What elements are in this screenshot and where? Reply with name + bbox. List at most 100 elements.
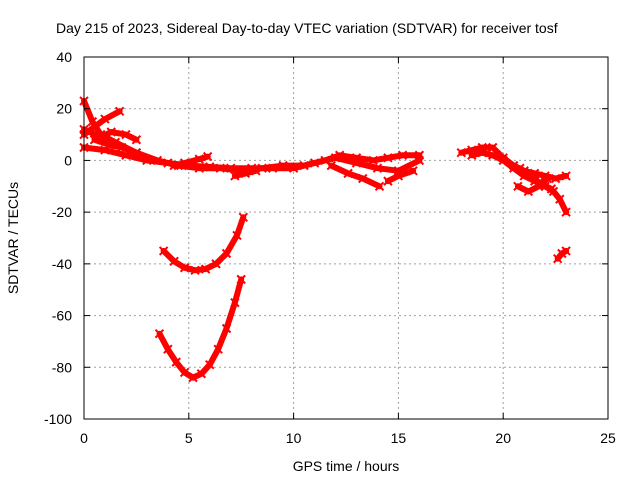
series-late-arc-a bbox=[328, 162, 383, 190]
data-point-main-band-upper-17 bbox=[383, 153, 393, 163]
data-point-curve-minus42-4 bbox=[200, 264, 211, 274]
data-point-late-arc-a-3 bbox=[374, 181, 385, 191]
data-point-early-arc-c-0 bbox=[89, 135, 100, 145]
data-point-early-arc-c-1 bbox=[104, 140, 114, 150]
data-point-right-band-lower-10 bbox=[561, 207, 571, 217]
data-point-curve-minus42-2 bbox=[179, 263, 190, 273]
data-point-early-arc-a-1 bbox=[89, 122, 100, 132]
series-curve-minus84 bbox=[156, 276, 245, 381]
x-axis-title: GPS time / hours bbox=[293, 458, 400, 474]
data-point-right-band-upper-10 bbox=[561, 171, 571, 181]
data-point-early-arc-b-4 bbox=[131, 135, 142, 145]
data-point-late-arc-a-0 bbox=[326, 160, 337, 171]
data-point-late-arc-b-0 bbox=[383, 176, 393, 186]
data-point-mid-arc-0 bbox=[169, 160, 179, 171]
data-point-curve-minus84-8 bbox=[221, 323, 232, 334]
data-point-right-band-lower-0 bbox=[467, 150, 477, 160]
data-point-early-arc-a-3 bbox=[114, 106, 125, 117]
y-tick-label: 40 bbox=[56, 49, 72, 65]
x-tick-label: 10 bbox=[286, 430, 302, 446]
data-point-dip-arc-1 bbox=[240, 168, 251, 179]
data-point-late-arc-b-1 bbox=[393, 171, 404, 181]
data-point-main-band-lower-12 bbox=[330, 153, 341, 163]
data-point-curve-minus42-7 bbox=[232, 230, 242, 241]
y-tick-label: -20 bbox=[52, 204, 72, 220]
data-point-end-dot-1 bbox=[557, 248, 567, 259]
data-point-late-arc-b-2 bbox=[408, 166, 418, 176]
ticks: 0 5 10 15 20 25 -100 -80 -60 -40 -20 0 20 40 bbox=[44, 49, 616, 446]
data-point-dip-arc-0 bbox=[230, 171, 240, 181]
series-right-arc-2 bbox=[514, 175, 551, 195]
data-point-right-band-lower-1 bbox=[477, 147, 487, 158]
data-point-early-arc-a-2 bbox=[100, 114, 110, 124]
data-point-right-arc-2-1 bbox=[523, 186, 534, 197]
x-tick-label: 0 bbox=[80, 430, 88, 446]
data-point-early-arc-c-3 bbox=[131, 147, 142, 158]
data-point-right-band-upper-0 bbox=[456, 147, 466, 158]
data-point-curve-minus42-5 bbox=[211, 259, 221, 269]
y-tick-label: -60 bbox=[52, 308, 72, 324]
data-point-late-arc-a-1 bbox=[343, 168, 353, 179]
y-tick-label: -100 bbox=[44, 411, 72, 427]
data-point-right-band-lower-9 bbox=[555, 194, 565, 204]
data-point-late-arc-a-2 bbox=[358, 173, 368, 184]
data-point-main-band-upper-16 bbox=[368, 155, 378, 166]
data-point-right-arc-2-2 bbox=[534, 181, 544, 191]
data-point-right-band-upper-3 bbox=[488, 142, 498, 153]
data-point-main-band-lower-7 bbox=[226, 163, 236, 173]
data-point-curve-minus42-1 bbox=[169, 256, 179, 266]
y-tick-label: 0 bbox=[64, 152, 72, 168]
series-right-arc bbox=[517, 165, 555, 192]
data-point-main-band-lower-13 bbox=[351, 158, 362, 168]
data-point-early-arc-c-2 bbox=[117, 142, 127, 153]
data-point-curve-minus84-3 bbox=[179, 367, 190, 378]
chart-title: Day 215 of 2023, Sidereal Day-to-day VTE… bbox=[56, 20, 558, 36]
data-point-early-arc-b-2 bbox=[106, 127, 116, 137]
data-point-main-band-lower-10 bbox=[288, 163, 299, 173]
plot-frame bbox=[83, 56, 609, 420]
data-point-main-band-upper-18 bbox=[397, 150, 408, 160]
series-mid-arc bbox=[171, 153, 211, 169]
data-point-curve-minus84-9 bbox=[230, 297, 240, 308]
data-point-mid-arc-2 bbox=[194, 154, 204, 164]
data-point-right-band-upper-9 bbox=[550, 173, 561, 184]
data-point-curve-minus42-0 bbox=[158, 246, 169, 256]
data-point-right-arc-2-3 bbox=[542, 173, 552, 184]
data-point-right-arc-2-0 bbox=[513, 181, 523, 191]
data-point-dip-arc-2 bbox=[251, 166, 261, 176]
data-point-curve-minus84-10 bbox=[236, 274, 246, 285]
data-point-curve-minus84-5 bbox=[196, 369, 207, 379]
data-point-main-band-lower-6 bbox=[205, 162, 215, 172]
data-point-main-band-lower-14 bbox=[372, 163, 383, 173]
data-point-curve-minus42-3 bbox=[190, 265, 200, 276]
y-tick-label: 20 bbox=[56, 101, 72, 117]
data-point-right-band-lower-3 bbox=[498, 155, 508, 166]
grid bbox=[84, 57, 608, 419]
data-point-main-band-lower-9 bbox=[267, 163, 278, 173]
y-axis-title: SDTVAR / TECUs bbox=[5, 182, 21, 294]
data-point-curve-minus84-4 bbox=[188, 372, 198, 383]
series-early-arc-c bbox=[91, 136, 140, 156]
data-point-right-arc-0 bbox=[515, 163, 525, 173]
data-point-main-band-lower-16 bbox=[414, 155, 425, 166]
data-point-curve-minus84-2 bbox=[171, 357, 181, 367]
x-tick-label: 20 bbox=[495, 430, 511, 446]
data-point-main-band-lower-4 bbox=[163, 158, 173, 168]
y-tick-label: -40 bbox=[52, 256, 72, 272]
data-point-mid-arc-1 bbox=[179, 158, 190, 168]
data-point-end-dot-2 bbox=[561, 246, 571, 256]
series-layer bbox=[79, 96, 571, 383]
data-point-curve-minus84-6 bbox=[205, 359, 215, 370]
data-point-curve-minus42-6 bbox=[221, 248, 232, 259]
data-point-early-arc-b-3 bbox=[121, 129, 131, 140]
data-point-main-band-lower-3 bbox=[142, 155, 152, 166]
x-tick-label: 15 bbox=[391, 430, 407, 446]
data-point-mid-arc-3 bbox=[202, 151, 213, 162]
y-tick-label: -80 bbox=[52, 359, 72, 375]
data-point-curve-minus84-0 bbox=[154, 328, 165, 339]
data-point-curve-minus84-1 bbox=[163, 344, 173, 354]
data-point-right-arc-3 bbox=[546, 184, 557, 194]
data-point-main-band-lower-11 bbox=[309, 158, 320, 168]
data-point-curve-minus42-8 bbox=[238, 212, 249, 223]
